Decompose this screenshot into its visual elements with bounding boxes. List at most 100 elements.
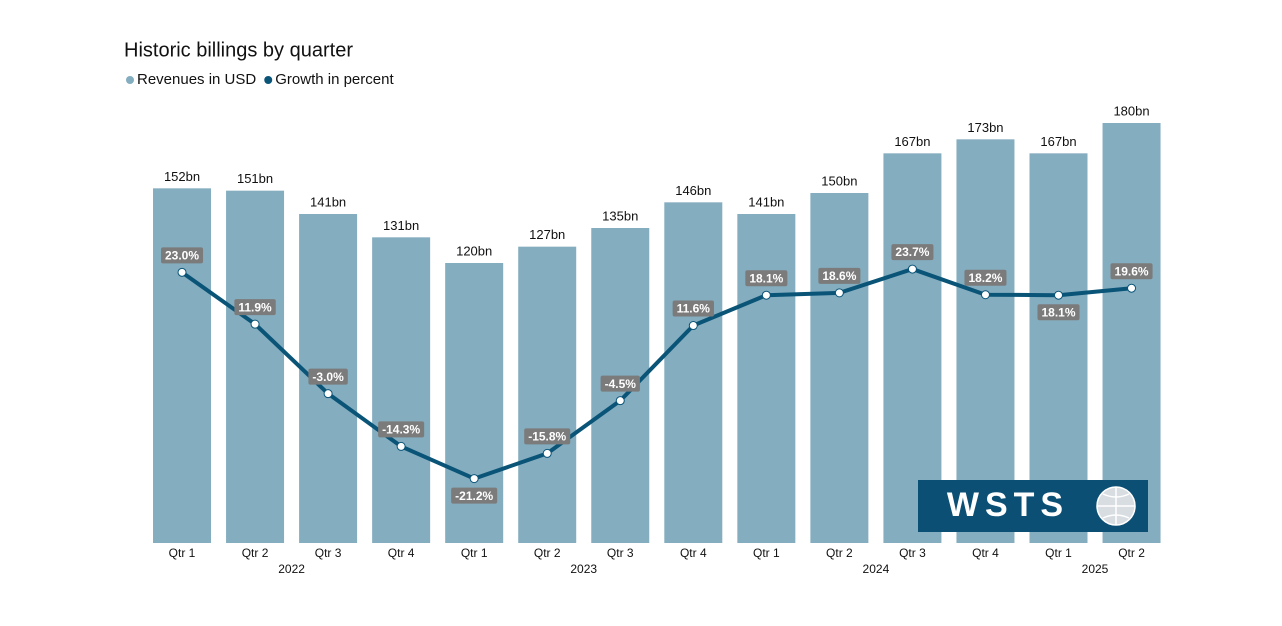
- x-tick-label: Qtr 4: [388, 546, 415, 560]
- year-label: 2025: [1082, 562, 1109, 576]
- growth-value-label: 23.7%: [895, 245, 929, 259]
- bar: [518, 246, 577, 543]
- logo: WSTS: [918, 480, 1148, 532]
- x-tick-label: Qtr 4: [972, 546, 999, 560]
- growth-label: -4.5%: [600, 375, 640, 392]
- growth-value-label: -15.8%: [528, 430, 566, 444]
- growth-label-box: [378, 421, 425, 438]
- chart-title: Historic billings by quarter: [124, 39, 353, 61]
- bar-value-label: 141bn: [748, 194, 784, 209]
- bar-value-label: 131bn: [383, 218, 419, 233]
- growth-point: [469, 474, 479, 484]
- growth-point: [396, 441, 406, 451]
- x-tick-label: Qtr 2: [242, 546, 269, 560]
- year-label: 2023: [570, 562, 597, 576]
- growth-label-box: [745, 270, 788, 287]
- bar: [153, 188, 212, 544]
- bar: [372, 237, 431, 544]
- growth-value-label: -14.3%: [382, 423, 420, 437]
- growth-value-label: -4.5%: [605, 377, 637, 391]
- x-tick-label: Qtr 3: [315, 546, 342, 560]
- growth-label-box: [818, 267, 861, 284]
- bar: [1029, 153, 1088, 544]
- growth-label-box: [234, 299, 276, 316]
- growth-label: -21.2%: [451, 487, 498, 504]
- growth-label: -14.3%: [378, 421, 425, 438]
- growth-label: 19.6%: [1110, 263, 1153, 280]
- year-label: 2022: [278, 562, 305, 576]
- bar: [1102, 123, 1161, 543]
- growth-label: 11.9%: [234, 299, 276, 316]
- growth-label: 18.1%: [1037, 304, 1080, 321]
- growth-label-box: [1037, 304, 1080, 321]
- growth-label-box: [1110, 263, 1153, 280]
- growth-value-label: 19.6%: [1115, 264, 1149, 278]
- growth-point: [1054, 290, 1063, 300]
- logo-globe-lines: [1097, 487, 1135, 525]
- growth-label: 11.6%: [672, 300, 714, 317]
- legend-dot: [126, 76, 134, 84]
- bar-value-label: 127bn: [529, 227, 565, 242]
- growth-label: 18.6%: [818, 267, 861, 284]
- bar-value-label: 167bn: [1040, 134, 1076, 149]
- growth-line: [180, 267, 1132, 481]
- growth-value-label: 23.0%: [165, 249, 199, 263]
- x-tick-label: Qtr 2: [826, 546, 853, 560]
- growth-value-label: 11.9%: [238, 300, 272, 314]
- growth-point: [615, 396, 625, 406]
- bar-value-label: 141bn: [310, 194, 346, 209]
- bar: [737, 214, 796, 543]
- x-tick-label: Qtr 3: [899, 546, 926, 560]
- bar-value-label: 120bn: [456, 243, 492, 258]
- growth-label-box: [308, 368, 348, 385]
- x-tick-label: Qtr 1: [461, 546, 488, 560]
- bar-value-label: 180bn: [1113, 103, 1149, 118]
- growth-point: [834, 288, 844, 298]
- legend-label: Revenues in USD: [137, 71, 256, 88]
- growth-value-label: 18.2%: [968, 271, 1002, 285]
- legend-label: Growth in percent: [275, 71, 394, 88]
- growth-label-box: [672, 300, 714, 317]
- x-tick-label: Qtr 1: [753, 546, 780, 560]
- growth-point: [542, 448, 552, 458]
- bar: [226, 190, 285, 543]
- growth-label-box: [964, 269, 1007, 286]
- bar-value-label: 167bn: [894, 134, 930, 149]
- growth-label: -3.0%: [308, 368, 348, 385]
- x-tick-label: Qtr 2: [1118, 546, 1145, 560]
- growth-point: [761, 290, 771, 300]
- growth-value-label: 11.6%: [677, 302, 711, 316]
- x-tick-label: Qtr 1: [169, 546, 196, 560]
- bar-value-label: 135bn: [602, 208, 638, 223]
- growth-label: 18.2%: [964, 269, 1007, 286]
- x-tick-label: Qtr 3: [607, 546, 634, 560]
- bar: [956, 139, 1015, 544]
- bar: [810, 193, 869, 543]
- growth-label: -15.8%: [524, 428, 571, 445]
- bar-value-label: 152bn: [164, 169, 200, 184]
- x-tick-label: Qtr 1: [1045, 546, 1072, 560]
- bar-value-label: 173bn: [967, 120, 1003, 135]
- bar-value-label: 151bn: [237, 171, 273, 186]
- bar-value-label: 146bn: [675, 183, 711, 198]
- growth-label-box: [891, 244, 934, 261]
- growth-point: [907, 264, 917, 274]
- growth-value-label: 18.6%: [822, 269, 856, 283]
- bar: [664, 202, 723, 544]
- growth-point: [688, 321, 698, 331]
- growth-point: [1127, 283, 1137, 293]
- x-tick-label: Qtr 4: [680, 546, 707, 560]
- growth-point: [250, 319, 260, 329]
- growth-point: [980, 290, 990, 300]
- growth-label-box: [451, 487, 498, 504]
- growth-label-box: [161, 247, 204, 264]
- x-tick-label: Qtr 2: [534, 546, 561, 560]
- growth-label-box: [600, 375, 640, 392]
- growth-value-label: 18.1%: [749, 271, 783, 285]
- logo-text: WSTS: [947, 486, 1069, 524]
- growth-point: [177, 267, 187, 277]
- growth-label-box: [524, 428, 571, 445]
- bar-value-label: 150bn: [821, 173, 857, 188]
- growth-value-label: -3.0%: [312, 370, 344, 384]
